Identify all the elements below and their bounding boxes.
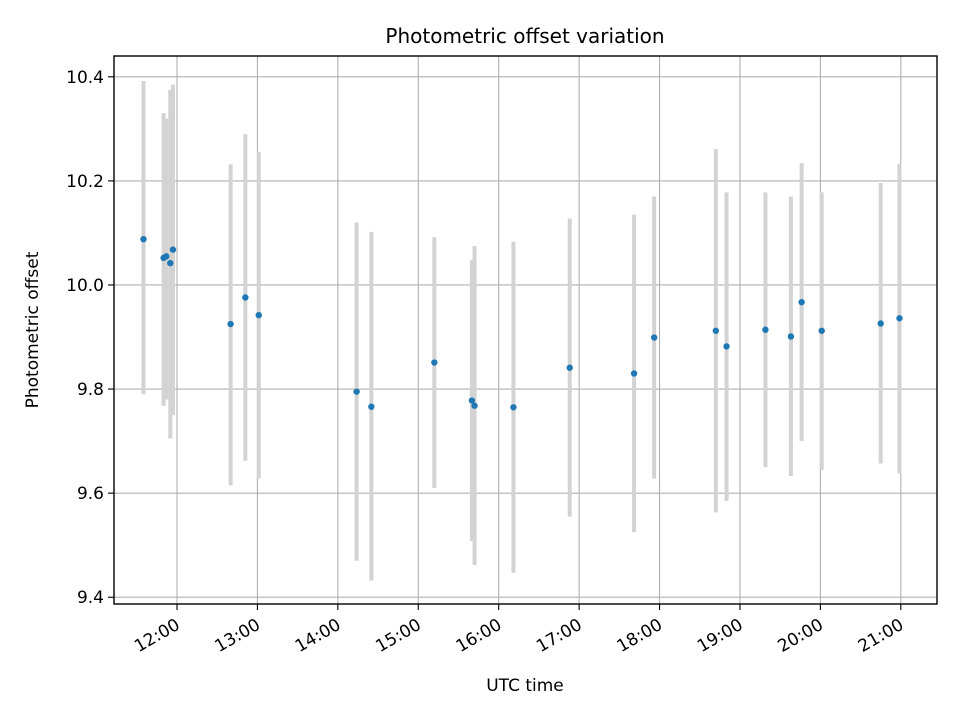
- data-point: [468, 397, 476, 404]
- data-point: [896, 315, 903, 322]
- data-point: [762, 326, 769, 333]
- data-point: [877, 320, 884, 327]
- x-axis-label: UTC time: [486, 676, 564, 696]
- y-tick-label: 10.4: [66, 68, 104, 88]
- data-point: [368, 403, 375, 410]
- data-point: [167, 259, 174, 267]
- y-axis: 9.4 9.6 9.8 10.0 10.2 10.4: [66, 68, 114, 608]
- data-point: [723, 343, 730, 350]
- data-point: [242, 294, 249, 301]
- data-point: [255, 311, 262, 319]
- data-point: [818, 327, 825, 334]
- data-point: [510, 404, 517, 411]
- data-point: [140, 235, 147, 243]
- data-point: [163, 253, 170, 260]
- data-points: [140, 235, 903, 411]
- data-point: [431, 359, 438, 366]
- data-point: [169, 246, 177, 253]
- plot-frame: [113, 55, 938, 605]
- y-tick-label: 10.0: [66, 276, 104, 296]
- y-tick-label: 9.4: [77, 588, 104, 608]
- y-axis-label: Photometric offset: [23, 251, 43, 408]
- chart-title: Photometric offset variation: [385, 24, 664, 48]
- data-point: [566, 364, 573, 371]
- data-point: [471, 402, 478, 409]
- y-tick-label: 10.2: [66, 172, 104, 192]
- data-point: [630, 370, 638, 377]
- y-tick-label: 9.8: [77, 380, 104, 400]
- y-tick-label: 9.6: [77, 484, 104, 504]
- data-point: [712, 327, 720, 334]
- data-point: [650, 334, 658, 341]
- data-point: [787, 333, 795, 340]
- data-point: [227, 320, 234, 328]
- data-point: [798, 298, 805, 306]
- data-point: [353, 388, 360, 395]
